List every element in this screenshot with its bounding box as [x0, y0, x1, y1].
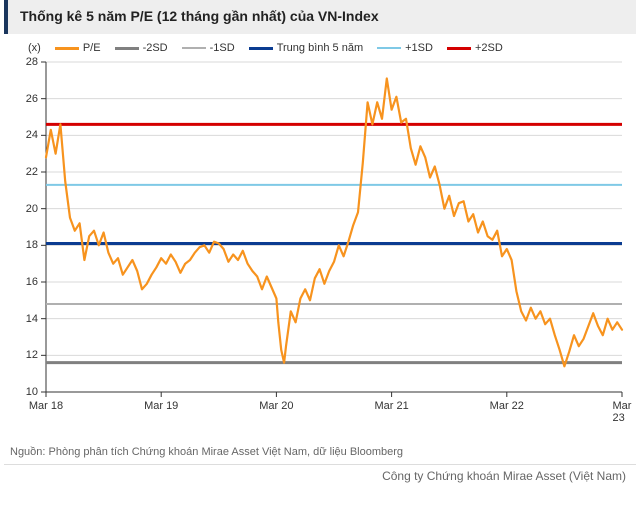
x-tick-label: Mar 22 — [490, 400, 524, 412]
y-tick-label: 28 — [18, 56, 38, 68]
legend-m2sd: -2SD — [115, 42, 168, 54]
y-tick-label: 24 — [18, 129, 38, 141]
legend-p1sd-label: +1SD — [405, 42, 433, 54]
x-tick-label: Mar 18 — [29, 400, 63, 412]
p1sd-swatch — [377, 47, 401, 49]
legend-m1sd-label: -1SD — [210, 42, 235, 54]
chart-area: 10 12 14 16 18 20 22 24 26 28 Mar 18 Mar 19 Mar 20 M… — [4, 58, 636, 432]
y-tick-label: 20 — [18, 203, 38, 215]
y-tick-label: 18 — [18, 239, 38, 251]
legend-pe: P/E — [55, 42, 101, 54]
y-tick-label: 22 — [18, 166, 38, 178]
x-tick-label: Mar 20 — [259, 400, 293, 412]
m2sd-swatch — [115, 47, 139, 50]
y-tick-label: 14 — [18, 313, 38, 325]
y-tick-label: 12 — [18, 349, 38, 361]
legend-p1sd: +1SD — [377, 42, 433, 54]
p2sd-swatch — [447, 47, 471, 50]
y-unit: (x) — [28, 42, 41, 54]
legend-mean-label: Trung bình 5 năm — [277, 42, 363, 54]
y-tick-label: 16 — [18, 276, 38, 288]
m1sd-swatch — [182, 47, 206, 49]
x-tick-label: Mar 21 — [374, 400, 408, 412]
legend-pe-label: P/E — [83, 42, 101, 54]
chart-svg — [4, 58, 636, 432]
y-tick-label: 10 — [18, 386, 38, 398]
legend-p2sd-label: +2SD — [475, 42, 503, 54]
legend-mean: Trung bình 5 năm — [249, 42, 363, 54]
x-tick-label: Mar 23 — [613, 400, 632, 424]
legend-m1sd: -1SD — [182, 42, 235, 54]
legend-m2sd-label: -2SD — [143, 42, 168, 54]
mean-swatch — [249, 47, 273, 50]
chart-title: Thống kê 5 năm P/E (12 tháng gần nhất) c… — [20, 8, 379, 24]
legend: (x) P/E -2SD -1SD Trung bình 5 năm +1SD … — [0, 34, 640, 58]
company-footer: Công ty Chứng khoán Mirae Asset (Việt Na… — [4, 464, 636, 483]
legend-p2sd: +2SD — [447, 42, 503, 54]
y-tick-label: 26 — [18, 93, 38, 105]
pe-swatch — [55, 47, 79, 50]
chart-title-bar: Thống kê 5 năm P/E (12 tháng gần nhất) c… — [4, 0, 636, 34]
x-tick-label: Mar 19 — [144, 400, 178, 412]
